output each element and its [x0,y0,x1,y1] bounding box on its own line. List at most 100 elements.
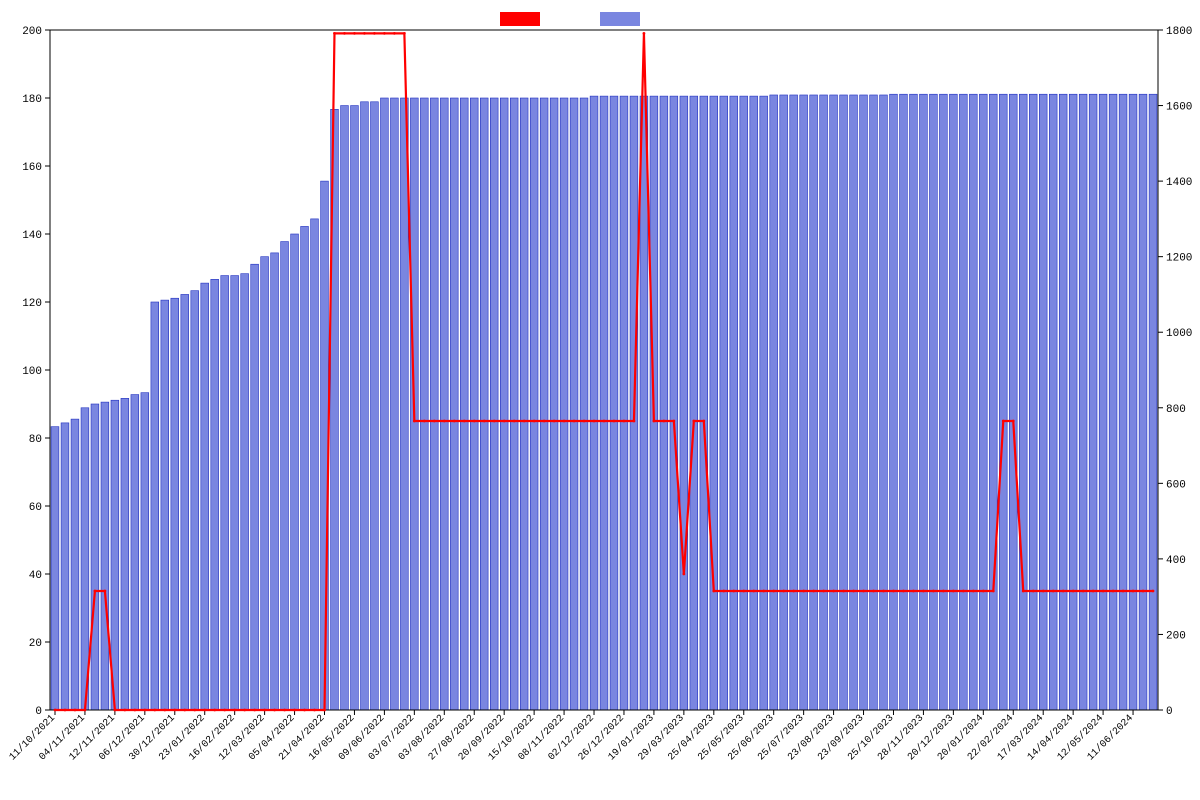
bar [341,106,349,710]
y-left-tick-label: 160 [22,162,42,174]
bar [870,95,878,710]
bar [700,96,708,710]
line-marker [593,420,596,423]
line-marker [104,590,107,593]
line-marker [643,32,646,35]
bar [979,94,987,710]
line-marker [1022,590,1025,593]
bar [1129,94,1137,710]
bar [211,279,219,710]
bar [900,94,908,710]
bar [600,96,608,710]
bar [1109,94,1117,710]
line-marker [962,590,965,593]
line-marker [193,709,196,712]
line-marker [153,709,156,712]
bar [640,96,648,710]
line-marker [283,709,286,712]
line-marker [882,590,885,593]
bar [880,95,888,710]
bar [121,398,129,710]
y-left-tick-label: 40 [29,570,42,582]
legend-swatch [500,12,540,26]
bar [191,291,199,710]
line-marker [623,420,626,423]
bar [860,95,868,710]
bar [301,226,309,710]
bar [400,98,408,710]
bar [111,400,119,710]
line-marker [333,32,336,35]
bar [460,98,468,710]
bar [361,102,369,710]
chart-container: 0204060801001201401601802000200400600800… [0,0,1200,800]
y-right-tick-label: 1200 [1166,253,1192,265]
line-marker [613,420,616,423]
line-marker [862,590,865,593]
line-marker [123,709,126,712]
bar [371,102,379,710]
line-marker [403,32,406,35]
line-marker [782,590,785,593]
line-marker [453,420,456,423]
line-marker [423,420,426,423]
line-marker [1062,590,1065,593]
y-left-tick-label: 140 [22,230,42,242]
line-marker [1042,590,1045,593]
y-right-tick-label: 1000 [1166,328,1192,340]
bar [1139,94,1147,710]
line-marker [383,32,386,35]
line-marker [353,32,356,35]
bar [720,96,728,710]
bar [959,94,967,710]
bar [251,264,259,710]
bar [890,94,898,710]
y-right-tick-label: 1800 [1166,26,1192,38]
line-marker [513,420,516,423]
line-marker [952,590,955,593]
y-right-tick-label: 400 [1166,555,1186,567]
bar [810,95,818,710]
line-marker [74,709,77,712]
line-marker [1092,590,1095,593]
line-marker [653,420,656,423]
line-marker [413,420,416,423]
bar [820,95,828,710]
line-marker [493,420,496,423]
bar [1039,94,1047,710]
line-marker [323,709,326,712]
line-marker [54,709,57,712]
line-marker [1132,590,1135,593]
line-marker [902,590,905,593]
bar [430,98,438,710]
line-marker [1142,590,1145,593]
bar [969,94,977,710]
bar [151,302,159,710]
bar [800,95,808,710]
bar [500,98,508,710]
line-marker [443,420,446,423]
line-marker [732,590,735,593]
line-marker [1122,590,1125,593]
bar [91,404,99,710]
line-marker [992,590,995,593]
line-marker [143,709,146,712]
line-marker [473,420,476,423]
line-marker [972,590,975,593]
bar [181,294,189,710]
line-marker [762,590,765,593]
bar [920,94,928,710]
line-marker [802,590,805,593]
line-marker [1032,590,1035,593]
bar [51,427,59,710]
line-marker [682,573,685,576]
line-marker [263,709,266,712]
line-marker [543,420,546,423]
bar [780,95,788,710]
bar [939,94,947,710]
line-marker [792,590,795,593]
bar [171,298,179,710]
line-marker [772,590,775,593]
bar [101,402,109,710]
line-marker [633,420,636,423]
